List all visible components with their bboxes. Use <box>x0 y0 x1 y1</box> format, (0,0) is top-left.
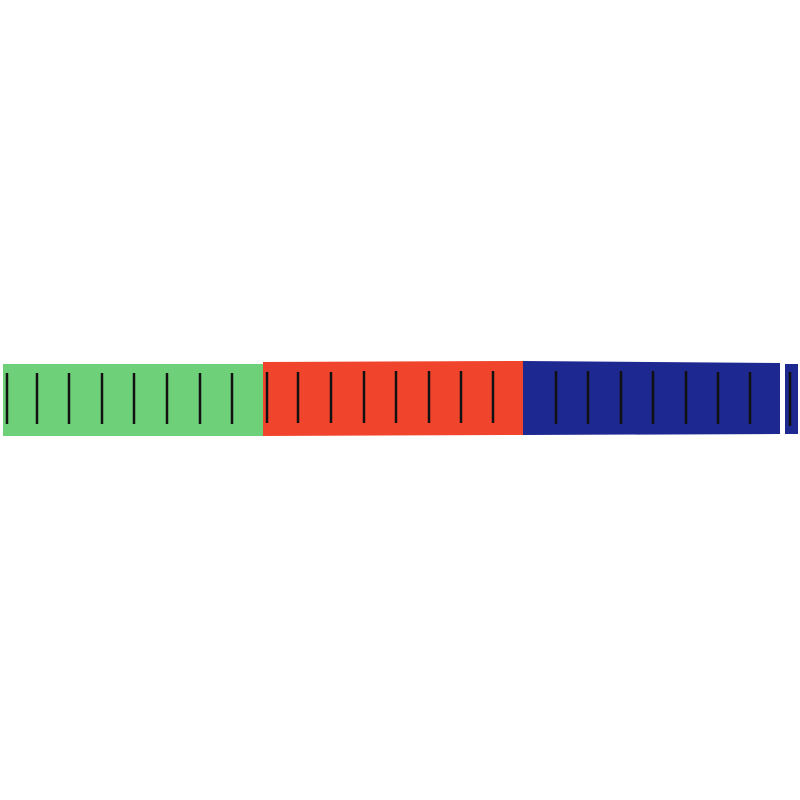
blue-end-piece <box>785 364 798 434</box>
red-segment <box>263 361 523 436</box>
blue-segment <box>523 361 780 435</box>
division-lines <box>5 371 792 426</box>
